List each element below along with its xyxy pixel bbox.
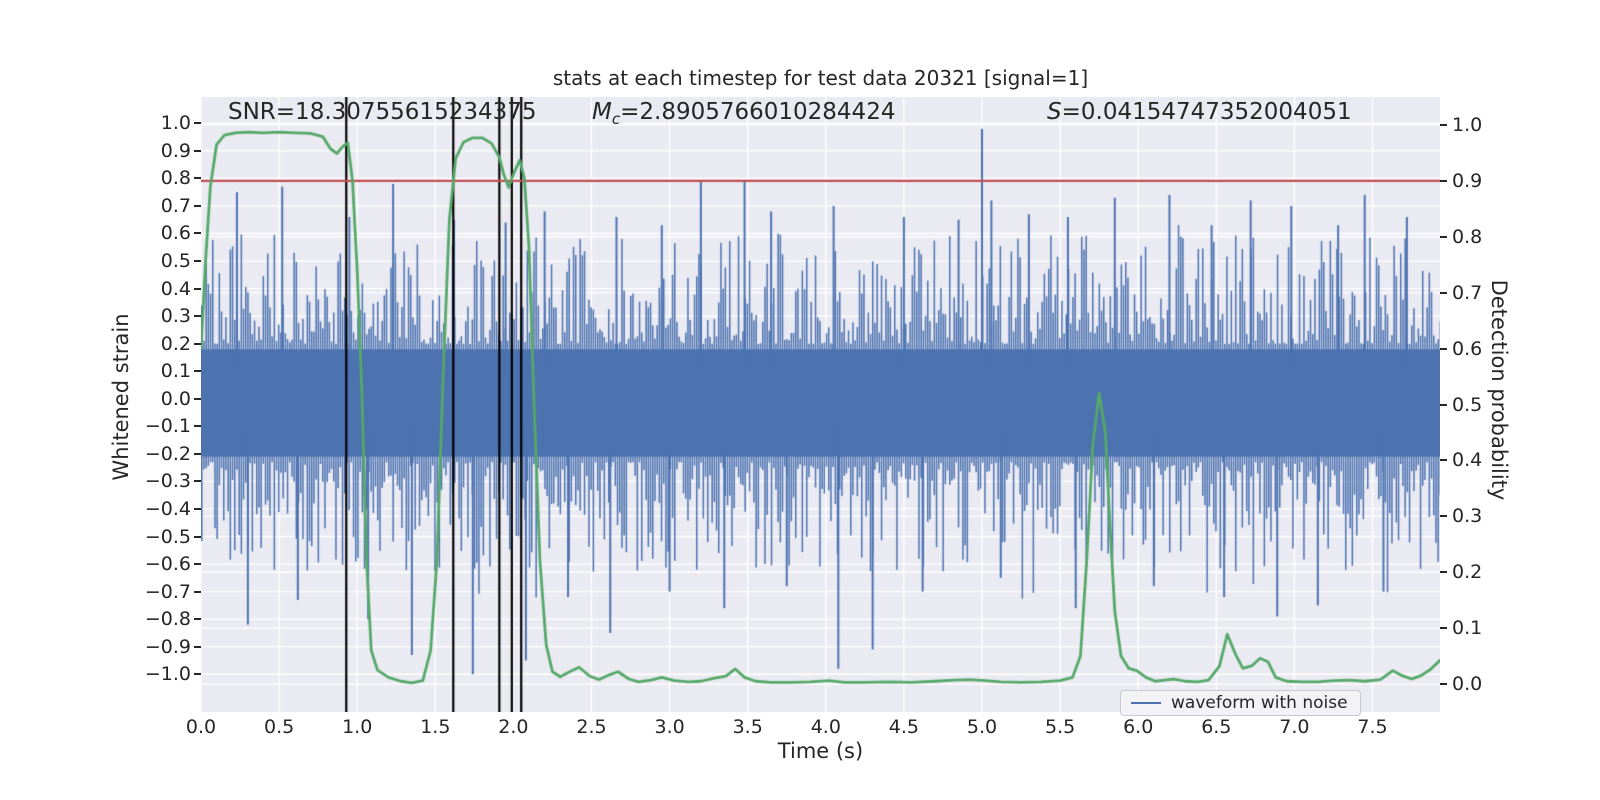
left-y-tick-label: 0.1 — [160, 360, 191, 383]
right-y-tick-mark — [1440, 235, 1447, 238]
left-y-tick-mark — [194, 452, 201, 455]
left-y-tick-mark — [194, 315, 201, 318]
left-y-tick-label: 0.4 — [160, 277, 191, 300]
left-y-tick-label: 0.7 — [160, 194, 191, 217]
x-tick-label: 5.5 — [1045, 716, 1076, 738]
plot-area — [201, 97, 1440, 712]
right-y-tick-mark — [1440, 123, 1447, 126]
left-y-tick-mark — [194, 673, 201, 676]
left-y-tick-label: −0.4 — [144, 497, 191, 520]
left-y-tick-mark — [194, 370, 201, 373]
x-tick-label: 0.5 — [263, 716, 295, 738]
right-y-tick-label: 0.3 — [1452, 505, 1483, 528]
left-y-tick-mark — [194, 590, 201, 593]
left-y-tick-mark — [194, 563, 201, 566]
x-tick-label: 1.0 — [342, 716, 373, 738]
left-y-tick-mark — [194, 287, 201, 290]
annotation-s-stat: S=0.04154747352004051 — [1047, 99, 1352, 125]
right-y-tick-mark — [1440, 627, 1447, 630]
right-y-tick-mark — [1440, 459, 1447, 462]
right-y-tick-label: 1.0 — [1452, 113, 1483, 136]
annotation-chirp-mass: Mc=2.8905766010284424 — [592, 99, 895, 128]
left-y-tick-label: −0.9 — [144, 635, 191, 658]
right-y-tick-mark — [1440, 515, 1447, 518]
left-y-tick-label: −0.6 — [144, 553, 191, 576]
left-y-tick-label: 0.3 — [160, 305, 191, 328]
right-y-tick-label: 0.8 — [1452, 225, 1483, 248]
chart-title: stats at each timestep for test data 203… — [552, 66, 1089, 90]
left-y-tick-label: 0.2 — [160, 332, 191, 355]
annotation-snr: SNR=18.30755615234375 — [228, 99, 537, 125]
legend-waveform-label: waveform with noise — [1171, 693, 1348, 713]
left-y-tick-mark — [194, 204, 201, 207]
right-y-tick-mark — [1440, 179, 1447, 182]
left-y-tick-label: −0.5 — [144, 525, 191, 548]
left-y-tick-mark — [194, 425, 201, 428]
left-y-tick-label: 0.0 — [160, 387, 191, 410]
x-tick-label: 4.0 — [810, 716, 841, 738]
right-y-tick-label: 0.0 — [1452, 673, 1483, 696]
x-tick-label: 1.5 — [420, 716, 451, 738]
left-y-tick-label: 1.0 — [160, 112, 191, 135]
right-y-tick-label: 0.4 — [1452, 449, 1483, 472]
right-y-tick-label: 0.7 — [1452, 281, 1483, 304]
chirp-mass-symbol: M — [592, 99, 612, 125]
right-y-tick-mark — [1440, 291, 1447, 294]
right-y-tick-label: 0.2 — [1452, 561, 1483, 584]
left-y-tick-label: 0.6 — [160, 222, 191, 245]
left-y-tick-label: −0.2 — [144, 442, 191, 465]
s-stat-value: =0.04154747352004051 — [1061, 99, 1352, 125]
left-y-tick-label: −0.3 — [144, 470, 191, 493]
right-y-tick-mark — [1440, 403, 1447, 406]
right-y-tick-mark — [1440, 683, 1447, 686]
right-y-tick-label: 0.1 — [1452, 617, 1483, 640]
legend-waveform-line-sample — [1131, 701, 1161, 705]
x-tick-label: 7.5 — [1357, 716, 1388, 738]
left-y-tick-label: −1.0 — [144, 663, 191, 686]
left-y-tick-mark — [194, 535, 201, 538]
chart-canvas — [201, 97, 1440, 712]
chirp-mass-subscript: c — [611, 110, 621, 128]
left-y-tick-mark — [194, 122, 201, 125]
right-y-tick-label: 0.6 — [1452, 337, 1483, 360]
left-y-tick-mark — [194, 397, 201, 400]
x-tick-label: 3.5 — [732, 716, 763, 738]
x-tick-label: 3.0 — [654, 716, 685, 738]
left-y-tick-label: 0.5 — [160, 250, 191, 273]
s-stat-symbol: S — [1047, 99, 1062, 125]
x-tick-label: 0.0 — [185, 716, 217, 738]
chirp-mass-value: =2.8905766010284424 — [620, 99, 896, 125]
right-y-tick-mark — [1440, 347, 1447, 350]
right-y-tick-mark — [1440, 571, 1447, 574]
left-y-tick-label: 0.9 — [160, 139, 191, 162]
left-y-tick-mark — [194, 342, 201, 345]
legend: waveform with noise — [1120, 690, 1361, 716]
left-y-tick-mark — [194, 260, 201, 263]
left-y-tick-mark — [194, 149, 201, 152]
left-y-tick-mark — [194, 480, 201, 483]
x-tick-label: 4.5 — [888, 716, 920, 738]
left-y-tick-label: 0.8 — [160, 167, 191, 190]
x-tick-label: 7.0 — [1279, 716, 1310, 738]
right-y-tick-label: 0.9 — [1452, 169, 1483, 192]
left-y-tick-mark — [194, 645, 201, 648]
left-y-tick-mark — [194, 177, 201, 180]
x-tick-label: 6.5 — [1201, 716, 1232, 738]
left-y-tick-mark — [194, 232, 201, 235]
left-y-tick-mark — [194, 507, 201, 510]
left-y-tick-label: −0.8 — [144, 608, 191, 631]
x-tick-label: 2.5 — [576, 716, 607, 738]
x-tick-label: 2.0 — [498, 716, 529, 738]
x-tick-label: 5.0 — [966, 716, 998, 738]
x-tick-label: 6.0 — [1123, 716, 1154, 738]
right-y-tick-label: 0.5 — [1452, 393, 1483, 416]
left-y-tick-label: −0.7 — [144, 580, 191, 603]
x-axis-label: Time (s) — [777, 739, 864, 763]
left-y-tick-mark — [194, 618, 201, 621]
left-y-tick-label: −0.1 — [144, 415, 191, 438]
